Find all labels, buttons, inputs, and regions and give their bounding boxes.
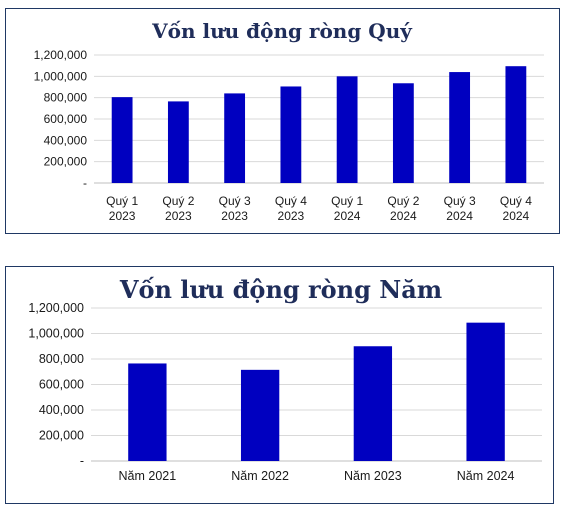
y-tick-label: 1,000,000 <box>34 69 88 83</box>
x-tick-label: Quý 2 <box>387 194 419 208</box>
y-tick-label: 600,000 <box>39 378 84 392</box>
y-tick-label: - <box>80 454 84 468</box>
x-tick-label: 2023 <box>221 209 248 223</box>
x-tick-label: Năm 2023 <box>344 469 402 483</box>
chart-title: Vốn lưu động ròng Năm <box>119 275 442 304</box>
bar <box>224 93 246 183</box>
x-tick-label: Năm 2024 <box>457 469 515 483</box>
bar <box>167 101 189 183</box>
x-tick-label: 2024 <box>503 209 530 223</box>
annual-chart-panel: Vốn lưu động ròng Năm - 200,000 400,000 600… <box>5 266 554 504</box>
x-tick-label: Quý 3 <box>219 194 251 208</box>
y-tick-label: 1,000,000 <box>28 327 84 341</box>
x-tick-label: Năm 2021 <box>119 469 177 483</box>
x-tick-label: 2023 <box>109 209 136 223</box>
bar <box>392 83 414 183</box>
quarterly-chart: Vốn lưu động ròng Quý - 200,000 400,000 600… <box>34 19 544 223</box>
x-tick-label: 2023 <box>165 209 192 223</box>
y-tick-label: 800,000 <box>39 352 84 366</box>
bar <box>280 86 302 183</box>
bar <box>336 76 358 183</box>
y-tick-label: 400,000 <box>44 133 88 147</box>
x-tick-label: 2024 <box>334 209 361 223</box>
y-tick-label: 1,200,000 <box>34 48 88 62</box>
x-tick-label: Quý 1 <box>106 194 138 208</box>
x-tick-label: 2024 <box>390 209 417 223</box>
y-tick-label: 200,000 <box>44 155 88 169</box>
y-tick-label: 1,200,000 <box>28 301 84 315</box>
x-tick-label: Quý 4 <box>275 194 307 208</box>
y-tick-label: 200,000 <box>39 429 84 443</box>
x-tick-label: 2023 <box>278 209 305 223</box>
bar <box>128 363 167 461</box>
x-tick-label: 2024 <box>446 209 473 223</box>
x-tick-label: Năm 2022 <box>231 469 289 483</box>
annual-chart: Vốn lưu động ròng Năm - 200,000 400,000 600… <box>28 275 542 483</box>
bar <box>449 72 471 183</box>
bar <box>240 369 280 461</box>
x-tick-label: Quý 4 <box>500 194 532 208</box>
y-tick-label: 400,000 <box>39 403 84 417</box>
chart-title: Vốn lưu động ròng Quý <box>151 19 413 43</box>
x-tick-label: Quý 3 <box>444 194 476 208</box>
bar <box>353 346 393 461</box>
bar <box>505 66 527 183</box>
quarterly-chart-panel: Vốn lưu động ròng Quý - 200,000 400,000 600… <box>5 8 560 234</box>
bar <box>111 97 133 183</box>
x-tick-label: Quý 2 <box>162 194 194 208</box>
bar <box>466 322 505 461</box>
y-tick-label: 600,000 <box>44 112 88 126</box>
y-tick-label: - <box>83 176 87 190</box>
y-tick-label: 800,000 <box>44 91 88 105</box>
x-tick-label: Quý 1 <box>331 194 363 208</box>
